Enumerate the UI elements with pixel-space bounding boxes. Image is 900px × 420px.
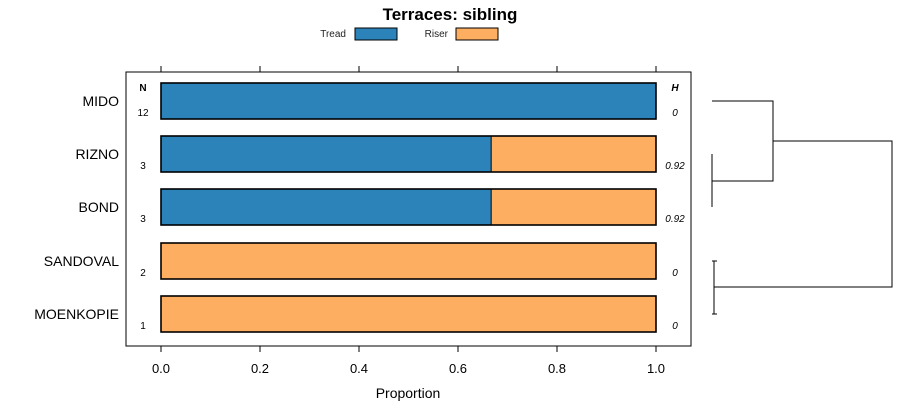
bar-outline-sandoval bbox=[160, 242, 657, 280]
bar-outline-moenkopie bbox=[160, 295, 657, 333]
dendrogram-branch bbox=[712, 100, 774, 182]
annotations-group: 12 0 3 0.92 3 0.92 2 0 1 0 bbox=[137, 108, 685, 332]
plot-frame bbox=[125, 71, 692, 347]
x-tick-label: 0.4 bbox=[350, 361, 368, 376]
category-label-moenkopie: MOENKOPIE bbox=[34, 306, 119, 322]
x-tick-label: 0.0 bbox=[152, 361, 170, 376]
bar-bond-riser bbox=[491, 189, 656, 225]
h-value-sandoval: 0 bbox=[672, 268, 678, 279]
bar-outline-bond bbox=[160, 188, 657, 226]
n-header: N bbox=[139, 83, 146, 94]
x-tick-label: 0.2 bbox=[251, 361, 269, 376]
x-axis-label: Proportion bbox=[376, 385, 441, 401]
bar-bond-tread bbox=[161, 189, 492, 225]
category-labels-group: MIDO RIZNO BOND SANDOVAL MOENKOPIE bbox=[34, 93, 119, 322]
h-value-mido: 0 bbox=[672, 108, 678, 119]
h-value-rizno: 0.92 bbox=[665, 161, 685, 172]
category-label-sandoval: SANDOVAL bbox=[44, 253, 119, 269]
n-value-rizno: 3 bbox=[140, 161, 146, 172]
bar-outline-mido bbox=[160, 82, 657, 120]
ticks-group: 0.0 0.2 0.4 0.6 0.8 1.0 bbox=[152, 66, 665, 376]
dendrogram bbox=[711, 100, 893, 315]
bar-sandoval-riser bbox=[161, 243, 656, 279]
bar-rizno-tread bbox=[161, 136, 492, 172]
h-value-bond: 0.92 bbox=[665, 214, 685, 225]
x-tick-label: 0.8 bbox=[548, 361, 566, 376]
chart-title: Terraces: sibling bbox=[383, 5, 518, 24]
bar-outline-rizno bbox=[160, 135, 657, 173]
h-value-moenkopie: 0 bbox=[672, 321, 678, 332]
x-tick-label: 0.6 bbox=[449, 361, 467, 376]
h-header: H bbox=[671, 83, 679, 94]
n-value-mido: 12 bbox=[137, 108, 149, 119]
x-tick-label: 1.0 bbox=[647, 361, 665, 376]
category-label-bond: BOND bbox=[79, 199, 119, 215]
n-value-moenkopie: 1 bbox=[140, 321, 146, 332]
bar-mido-tread bbox=[161, 83, 656, 119]
n-value-bond: 3 bbox=[140, 214, 146, 225]
legend-swatch-riser bbox=[455, 27, 499, 41]
category-label-mido: MIDO bbox=[82, 93, 119, 109]
bar-moenkopie-riser bbox=[161, 296, 656, 332]
legend-swatch-tread bbox=[354, 27, 398, 41]
legend-label-riser: Riser bbox=[425, 29, 449, 40]
legend-label-tread: Tread bbox=[320, 29, 346, 40]
bar-rizno-riser bbox=[491, 136, 656, 172]
bars-group bbox=[160, 82, 657, 333]
dendrogram-branch bbox=[714, 140, 893, 288]
n-value-sandoval: 2 bbox=[140, 268, 146, 279]
category-label-rizno: RIZNO bbox=[75, 146, 119, 162]
legend: Tread Riser bbox=[320, 27, 499, 41]
